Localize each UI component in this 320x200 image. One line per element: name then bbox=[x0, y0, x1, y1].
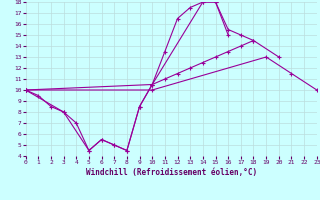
X-axis label: Windchill (Refroidissement éolien,°C): Windchill (Refroidissement éolien,°C) bbox=[86, 168, 257, 177]
